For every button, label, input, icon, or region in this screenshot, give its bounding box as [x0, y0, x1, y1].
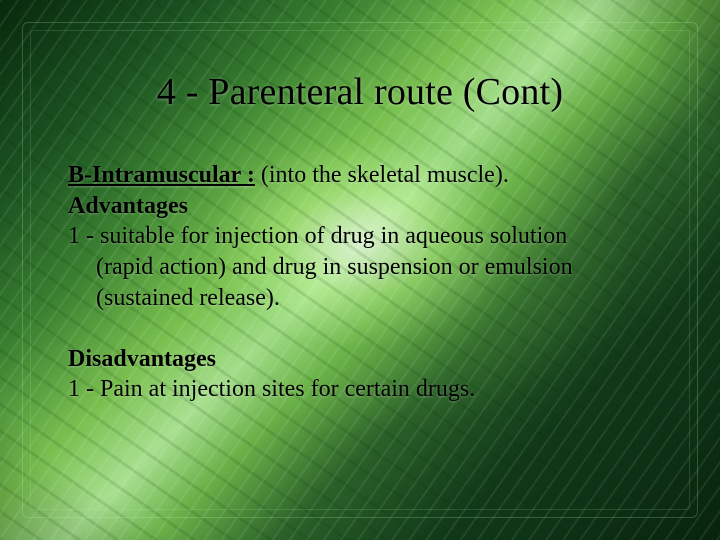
disadvantages-heading: Disadvantages: [68, 344, 652, 375]
slide: 4 - Parenteral route (Cont) B-Intramuscu…: [0, 0, 720, 540]
body-text: B-Intramuscular : (into the skeletal mus…: [68, 160, 652, 405]
disadvantage-1: 1 - Pain at injection sites for certain …: [68, 374, 652, 405]
slide-title: 4 - Parenteral route (Cont): [68, 70, 652, 114]
advantage-1-line3: (sustained release).: [68, 283, 652, 314]
advantage-1-line1: 1 - suitable for injection of drug in aq…: [68, 221, 652, 252]
section-desc: (into the skeletal muscle).: [261, 162, 509, 188]
content-area: 4 - Parenteral route (Cont) B-Intramuscu…: [0, 0, 720, 405]
section-line: B-Intramuscular : (into the skeletal mus…: [68, 160, 652, 191]
spacer: [68, 314, 652, 344]
section-label: B-Intramuscular :: [68, 162, 255, 188]
advantage-1-line2: (rapid action) and drug in suspension or…: [68, 252, 652, 283]
advantages-heading: Advantages: [68, 191, 652, 222]
